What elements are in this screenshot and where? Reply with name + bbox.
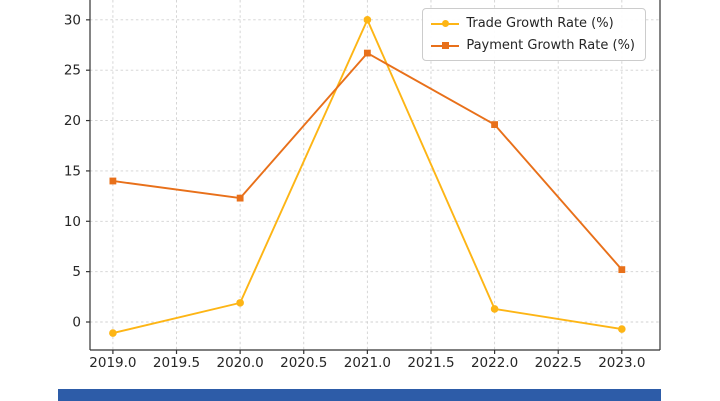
- data-point-circle: [363, 16, 372, 24]
- series-line-square: [112, 52, 623, 271]
- data-point-square: [491, 121, 498, 128]
- data-point-circle: [490, 305, 499, 313]
- data-point-circle: [109, 329, 117, 337]
- y-tick-label: 20: [64, 113, 81, 129]
- legend-sample-payment: [431, 41, 460, 50]
- y-tick-label: 25: [64, 63, 81, 79]
- legend-entry-trade: Trade Growth Rate (%): [431, 15, 635, 32]
- y-tick-label: 0: [72, 315, 81, 331]
- x-tick-label: 2021.0: [344, 355, 391, 371]
- data-point-circle: [236, 299, 244, 307]
- x-tick-label: 2019.5: [153, 355, 200, 371]
- data-point-circle: [618, 325, 626, 333]
- x-tick-label: 2022.0: [471, 355, 518, 371]
- y-tick-label: 10: [64, 214, 81, 230]
- x-tick-label: 2023.0: [598, 355, 645, 371]
- square-marker-icon: [441, 42, 449, 49]
- legend: Trade Growth Rate (%) Payment Growth Rat…: [422, 8, 646, 61]
- x-tick-label: 2020.0: [217, 355, 264, 371]
- data-point-square: [236, 194, 244, 202]
- data-point-square: [109, 177, 117, 185]
- legend-label-payment: Payment Growth Rate (%): [466, 38, 635, 53]
- y-tick-label: 5: [72, 264, 81, 280]
- legend-label-trade: Trade Growth Rate (%): [466, 16, 614, 31]
- y-tick-label: 30: [64, 12, 81, 28]
- y-tick-label: 15: [64, 163, 81, 179]
- legend-sample-trade: [431, 19, 460, 28]
- x-tick-label: 2020.5: [280, 355, 327, 371]
- x-tick-label: 2019.0: [89, 355, 136, 371]
- data-point-square: [363, 49, 371, 57]
- legend-entry-payment: Payment Growth Rate (%): [431, 37, 635, 54]
- x-tick-label: 2021.5: [407, 355, 454, 371]
- bottom-bar: [58, 389, 661, 401]
- data-point-square: [618, 266, 626, 274]
- circle-marker-icon: [441, 20, 449, 27]
- x-tick-label: 2022.5: [535, 355, 582, 371]
